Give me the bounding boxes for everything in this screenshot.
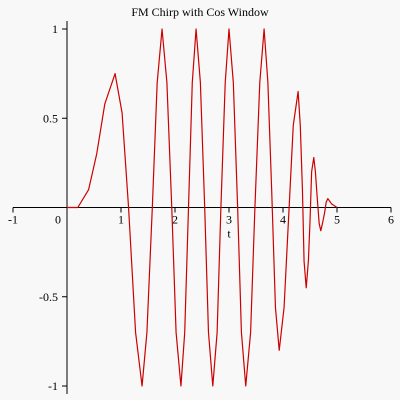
x-tick-label: 3 <box>226 213 232 227</box>
chirp-line <box>67 28 338 387</box>
x-axis-label: t <box>227 227 231 241</box>
x-tick-label: 1 <box>118 213 124 227</box>
y-tick-label: -0.5 <box>39 290 58 304</box>
y-tick-label: 0.5 <box>43 111 58 125</box>
x-tick-label: -1 <box>8 213 18 227</box>
x-tick-label: 0 <box>55 213 61 227</box>
x-tick-label: 2 <box>172 213 178 227</box>
x-tick-label: 4 <box>280 213 286 227</box>
x-tick-label: 6 <box>388 213 394 227</box>
y-tick-label: 1 <box>52 22 58 36</box>
y-tick-label: -1 <box>48 379 58 393</box>
chart-title: FM Chirp with Cos Window <box>131 5 269 19</box>
x-tick-label: 5 <box>334 213 340 227</box>
